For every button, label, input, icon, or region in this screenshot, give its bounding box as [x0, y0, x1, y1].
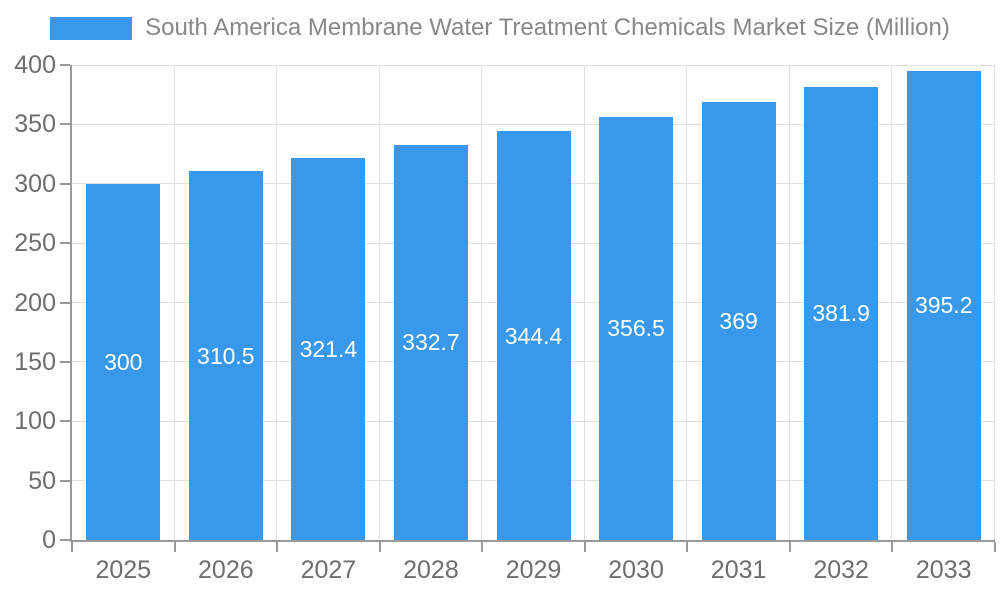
y-axis-tick	[60, 539, 70, 541]
bar[interactable]: 344.4	[496, 131, 571, 540]
x-axis-tick	[173, 542, 176, 552]
bar[interactable]: 395.2	[906, 70, 981, 540]
v-gridline	[173, 65, 175, 540]
bar-value-label: 300	[104, 348, 143, 375]
x-axis-tick	[686, 542, 689, 552]
v-gridline	[481, 65, 483, 540]
y-axis-label: 350	[14, 110, 56, 139]
v-gridline	[378, 65, 380, 540]
y-axis-tick	[60, 301, 70, 304]
x-axis-tick	[891, 542, 894, 552]
v-gridline	[788, 65, 790, 540]
legend-swatch[interactable]	[50, 16, 133, 40]
bar-value-label: 381.9	[812, 300, 870, 327]
x-axis-label: 2026	[198, 556, 254, 584]
y-axis-label: 0	[42, 526, 56, 554]
bar[interactable]: 321.4	[291, 158, 366, 540]
x-axis-tick	[71, 542, 73, 552]
bar-value-label: 356.5	[607, 315, 665, 342]
y-axis-label: 50	[28, 466, 56, 495]
y-axis-label: 400	[14, 51, 56, 79]
h-gridline	[72, 64, 995, 66]
x-axis-tick	[583, 542, 586, 552]
y-axis-line	[70, 65, 72, 542]
x-axis-tick	[481, 542, 484, 552]
v-gridline	[994, 65, 995, 540]
bar-value-label: 321.4	[299, 336, 358, 363]
y-axis-label: 150	[14, 347, 56, 376]
bar-value-label: 369	[719, 307, 758, 334]
bar[interactable]: 356.5	[599, 116, 674, 540]
x-axis-label: 2027	[300, 556, 357, 584]
bar-value-label: 395.2	[914, 292, 973, 319]
bar[interactable]: 332.7	[393, 144, 468, 540]
y-axis-tick	[60, 242, 70, 245]
plot-area: 0 50 100 150 200 250 300 350 400 300 2025 310.5 2026…	[14, 51, 996, 584]
y-axis-label: 100	[14, 407, 56, 436]
v-gridline	[686, 65, 688, 540]
legend-label[interactable]: South America Membrane Water Treatment C…	[145, 14, 950, 41]
bar[interactable]: 381.9	[804, 86, 879, 540]
bar-value-label: 332.7	[402, 329, 460, 356]
bar[interactable]: 310.5	[188, 171, 263, 540]
bar-value-label: 344.4	[504, 322, 563, 349]
v-gridline	[583, 65, 585, 540]
v-gridline	[276, 65, 278, 540]
x-axis-line	[70, 540, 995, 542]
x-axis-label: 2033	[915, 556, 972, 584]
h-gridline	[72, 123, 995, 125]
x-axis-tick	[276, 542, 279, 552]
y-axis-tick	[60, 420, 70, 423]
x-axis-label: 2028	[403, 556, 459, 584]
y-axis-tick	[60, 64, 70, 66]
x-axis-label: 2031	[710, 556, 767, 584]
x-axis-label: 2032	[813, 556, 869, 584]
y-axis-tick	[60, 360, 70, 363]
bar[interactable]: 369	[701, 101, 776, 540]
y-axis-label: 300	[14, 169, 56, 198]
y-axis-label: 200	[14, 288, 56, 317]
x-axis-label: 2025	[95, 556, 152, 584]
bar-value-label: 310.5	[197, 342, 255, 369]
legend: South America Membrane Water Treatment C…	[0, 14, 1000, 42]
y-axis-tick	[60, 479, 70, 482]
y-axis-tick	[60, 182, 70, 185]
x-axis-tick	[378, 542, 381, 552]
x-axis-label: 2030	[608, 556, 664, 584]
x-axis-label: 2029	[505, 556, 562, 584]
bar[interactable]: 300	[86, 183, 161, 540]
y-axis-tick	[60, 123, 70, 126]
y-axis-label: 250	[14, 229, 56, 258]
x-axis-tick	[994, 542, 996, 552]
x-axis-tick	[788, 542, 791, 552]
v-gridline	[891, 65, 893, 540]
